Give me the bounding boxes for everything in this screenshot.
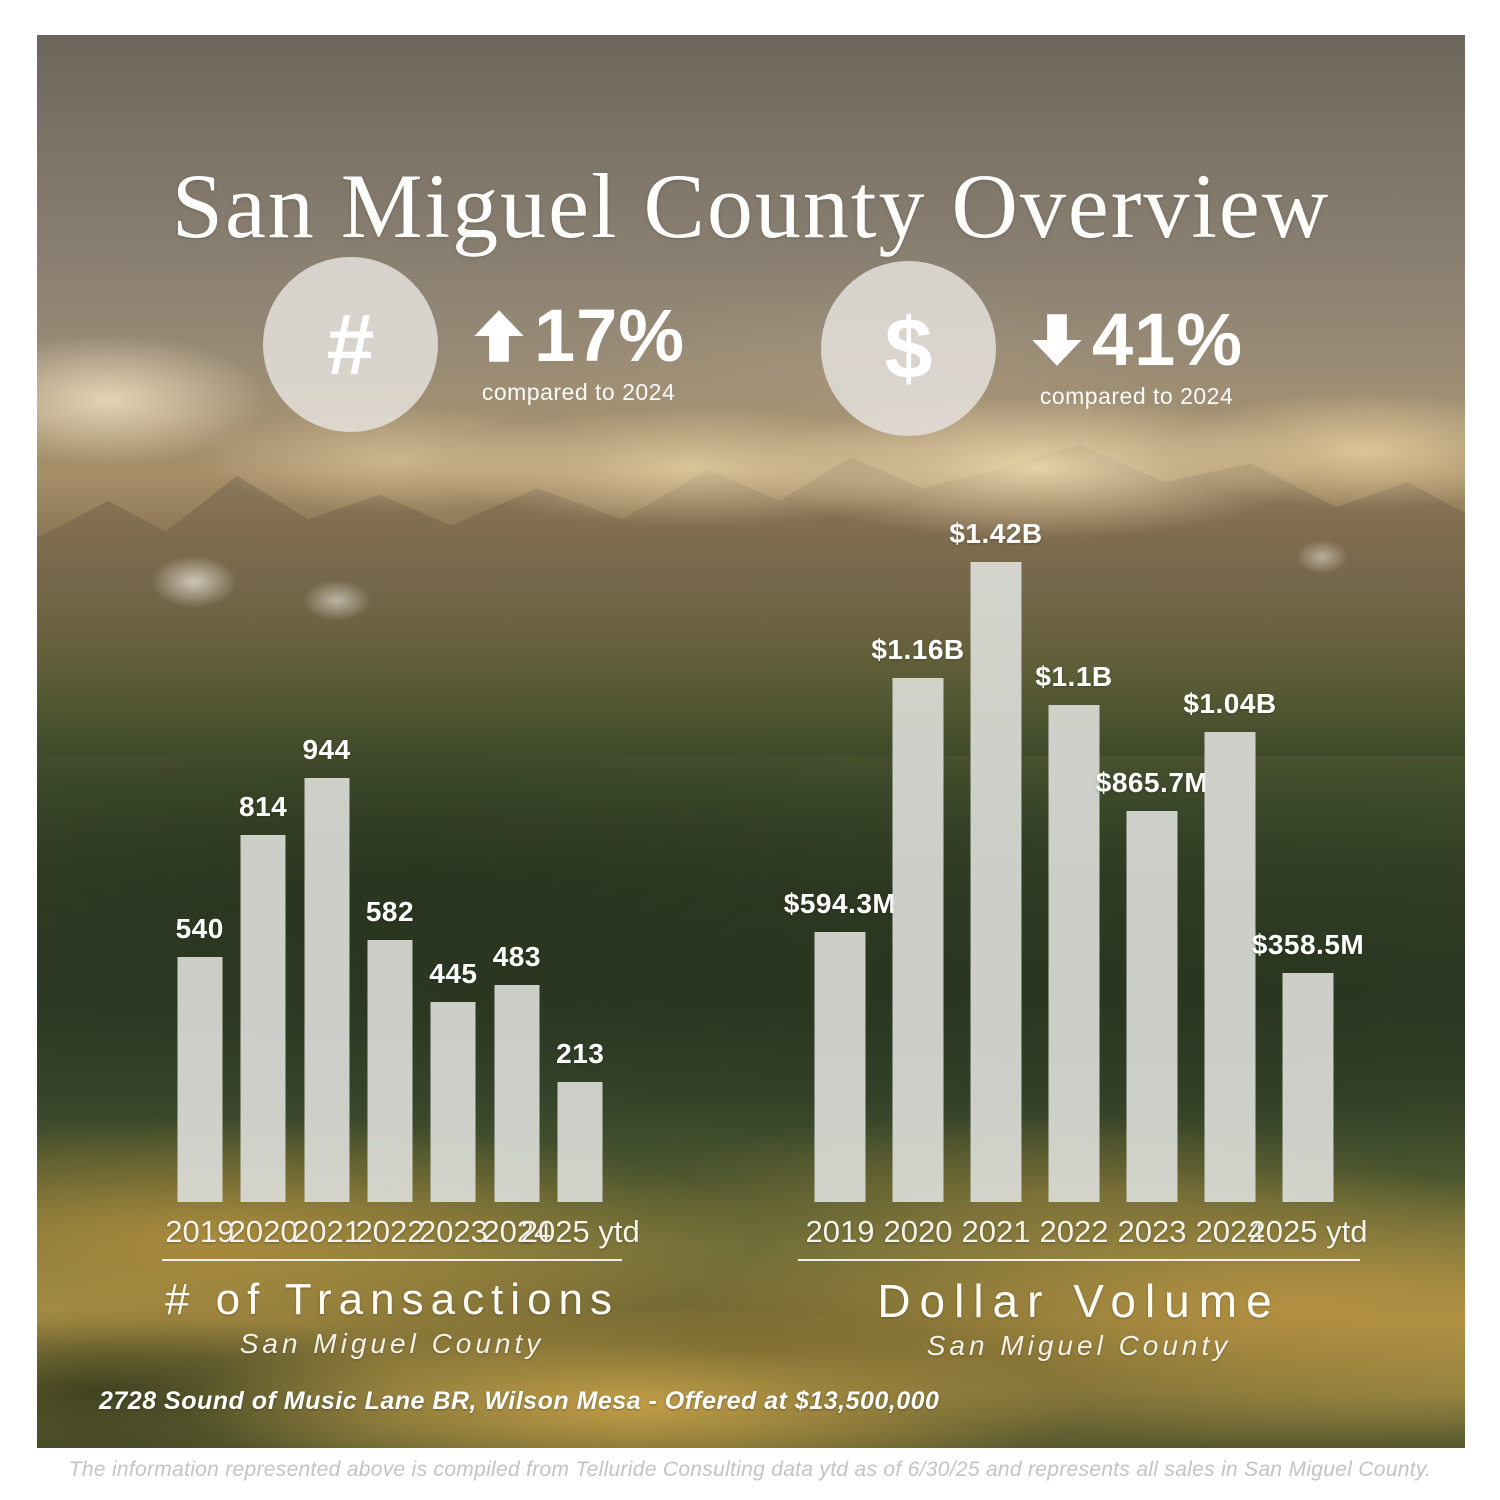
- bar: [494, 985, 540, 1202]
- transactions-bars: 540 2019 814 2020 944 2021 582 2022 445 2023 483 20…: [165, 726, 640, 1249]
- bar-column: 814 2020: [229, 726, 298, 1249]
- bar: [430, 1002, 476, 1202]
- bar: [1282, 973, 1334, 1202]
- bar-value-label: $1.42B: [949, 518, 1043, 549]
- footer-disclaimer: The information represented above is com…: [68, 1458, 1432, 1481]
- dollar-volume-caption: Dollar Volume San Miguel County: [798, 1275, 1360, 1362]
- chart-subtitle: San Miguel County: [926, 1329, 1232, 1361]
- bar-value-label: $358.5M: [1251, 929, 1365, 960]
- bar-column: 540 2019: [165, 726, 234, 1249]
- bar: [892, 678, 944, 1202]
- bar-value-label: 540: [175, 913, 224, 944]
- bar: [177, 957, 223, 1202]
- bar: [1048, 705, 1100, 1202]
- transactions-caption: # of Transactions San Miguel County: [132, 1275, 652, 1360]
- divider-line: [162, 1259, 622, 1261]
- hash-circle-badge: #: [263, 257, 438, 432]
- bar-value-label: 582: [365, 896, 415, 927]
- year-axis-label: 2019: [165, 1214, 235, 1249]
- dollar-volume-bars: $594.3M 2019 $1.16B 2020 $1.42B 2021 $1.1B 2022…: [784, 510, 1368, 1249]
- year-axis-label: 2021: [292, 1214, 362, 1249]
- stat-transactions-change: # 17% compared to 2024: [263, 257, 685, 432]
- bar-column: $358.5M 2025 ytd: [1249, 510, 1368, 1249]
- bar-value-label: 445: [429, 958, 478, 989]
- bar-column: $1.04B 2024: [1183, 510, 1276, 1249]
- bar-column: $594.3M 2019: [784, 510, 896, 1249]
- dollar-icon: $: [884, 300, 933, 397]
- bar-value-label: $1.16B: [871, 634, 965, 665]
- stat-dollar-detail: 41% compared to 2024: [1030, 303, 1243, 410]
- divider-line: [798, 1259, 1360, 1261]
- bar: [1204, 732, 1256, 1202]
- bar-value-label: $1.1B: [1035, 661, 1113, 692]
- year-axis-label: 2025 ytd: [1248, 1214, 1368, 1249]
- stat-compare-label: compared to 2024: [481, 379, 676, 405]
- stat-dollar-change: $ 41% compared to 2024: [821, 261, 1243, 436]
- stat-percent-value: 17%: [534, 294, 686, 377]
- year-axis-label: 2024: [1195, 1214, 1265, 1249]
- bar: [814, 932, 866, 1202]
- hash-icon: #: [326, 296, 375, 393]
- bar-value-label: 814: [239, 791, 288, 822]
- bar-value-label: $865.7M: [1095, 767, 1209, 798]
- bar-column: $865.7M 2023: [1096, 510, 1208, 1249]
- bar: [557, 1082, 603, 1202]
- bar-column: $1.16B 2020: [871, 510, 964, 1249]
- stat-compare-label: compared to 2024: [1039, 383, 1234, 409]
- year-axis-label: 2020: [883, 1214, 953, 1249]
- year-axis-label: 2020: [228, 1214, 298, 1249]
- year-axis-label: 2019: [805, 1214, 875, 1249]
- stat-transactions-detail: 17% compared to 2024: [472, 299, 685, 406]
- year-axis-label: 2024: [482, 1214, 552, 1249]
- chart-subtitle: San Miguel County: [239, 1327, 545, 1359]
- arrow-up-icon: [474, 310, 524, 362]
- bar-value-label: 213: [556, 1038, 605, 1069]
- mountain-photo-background: San Miguel County Overview # 17% compare…: [37, 35, 1465, 1448]
- stat-percent-value: 41%: [1092, 298, 1244, 381]
- transactions-bar-chart: 540 2019 814 2020 944 2021 582 2022 445 2023 483 20…: [165, 726, 640, 1249]
- bar: [240, 835, 286, 1202]
- arrow-down-icon: [1032, 314, 1082, 366]
- year-axis-label: 2022: [1039, 1214, 1109, 1249]
- listing-address-note: 2728 Sound of Music Lane BR, Wilson Mesa…: [99, 1387, 940, 1415]
- bar-column: $1.1B 2022: [1035, 510, 1113, 1249]
- bar: [970, 562, 1022, 1202]
- bar-value-label: $1.04B: [1183, 688, 1277, 719]
- bar: [367, 940, 413, 1202]
- bar-value-label: 483: [492, 941, 541, 972]
- year-axis-label: 2021: [961, 1214, 1031, 1249]
- page-title: San Miguel County Overview: [171, 155, 1331, 257]
- dollar-volume-bar-chart: $594.3M 2019 $1.16B 2020 $1.42B 2021 $1.1B 2022…: [784, 510, 1368, 1249]
- bar-column: 944 2021: [292, 726, 361, 1249]
- chart-title: Dollar Volume: [877, 1275, 1281, 1327]
- bar-value-label: 944: [302, 734, 351, 765]
- bar-value-label: $594.3M: [783, 888, 897, 919]
- bar: [1126, 811, 1178, 1202]
- year-axis-label: 2025 ytd: [520, 1214, 640, 1249]
- bar: [304, 778, 350, 1202]
- bar-column: 483 2024: [482, 726, 551, 1249]
- bar-column: $1.42B 2021: [949, 510, 1042, 1249]
- bar-column: 213 2025 ytd: [521, 726, 640, 1249]
- chart-title: # of Transactions: [164, 1275, 620, 1324]
- dollar-circle-badge: $: [821, 261, 996, 436]
- bar-column: 582 2022: [355, 726, 424, 1249]
- bar-column: 445 2023: [419, 726, 488, 1249]
- year-axis-label: 2023: [418, 1214, 488, 1249]
- year-axis-label: 2022: [355, 1214, 425, 1249]
- year-axis-label: 2023: [1117, 1214, 1187, 1249]
